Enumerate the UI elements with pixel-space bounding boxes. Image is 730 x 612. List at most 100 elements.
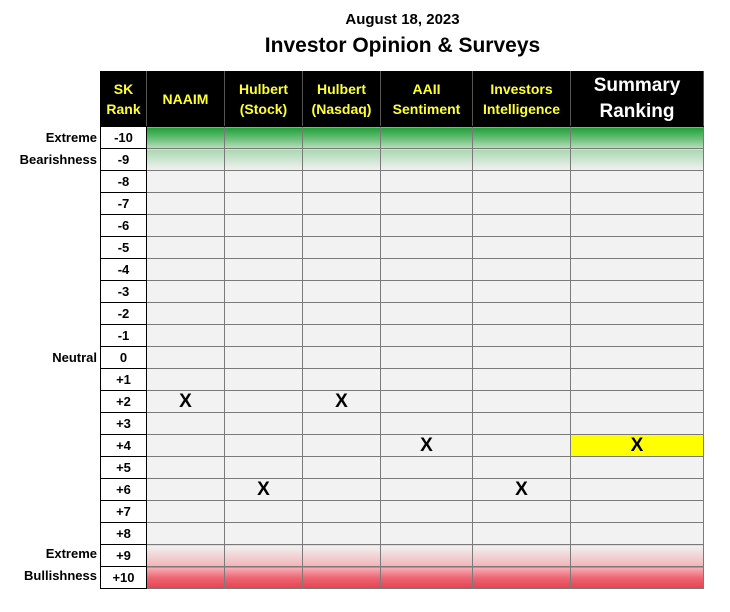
rank-label: -8	[101, 171, 147, 193]
rank-row: +8	[101, 523, 704, 545]
grid-cell	[381, 347, 473, 369]
grid-cell	[225, 347, 303, 369]
grid-cell	[571, 325, 704, 347]
rank-label: -1	[101, 325, 147, 347]
grid-cell	[571, 369, 704, 391]
grid-cell	[571, 523, 704, 545]
grid-cell	[571, 457, 704, 479]
rank-label: +10	[101, 567, 147, 589]
column-header-line2: Rank	[106, 101, 140, 117]
rank-label: +7	[101, 501, 147, 523]
grid-cell	[473, 303, 571, 325]
grid-cell	[303, 501, 381, 523]
grid-cell	[571, 479, 704, 501]
grid-cell	[225, 523, 303, 545]
grid-cell	[147, 347, 225, 369]
rank-row: +2 X X	[101, 391, 704, 413]
neutral-label: Neutral	[0, 347, 97, 369]
grid-cell	[381, 281, 473, 303]
rank-label: +4	[101, 435, 147, 457]
grid-cell	[473, 325, 571, 347]
column-header-line1: Investors	[490, 81, 552, 97]
grid-cell	[225, 457, 303, 479]
extreme-bearishness-label-2: Bearishness	[0, 149, 97, 171]
rank-label: -6	[101, 215, 147, 237]
rank-label: -9	[101, 149, 147, 171]
extreme-bullishness-label-1: Extreme	[0, 543, 97, 565]
grid-cell	[473, 413, 571, 435]
grid-cell	[147, 149, 225, 171]
grid-cell	[473, 457, 571, 479]
position-marker: X	[225, 479, 303, 501]
grid-body: -10 -9 -8 -7 -6 -5 -4 -3 -2 -1 0 +1 +2 X X +3 +4 X X +5 +6 X X…	[101, 127, 704, 589]
grid-cell	[225, 325, 303, 347]
rank-row: -5	[101, 237, 704, 259]
grid-cell	[225, 193, 303, 215]
header-row: SK Rank NAAIM Hulbert (Stock) Hulbert (Nasdaq)…	[101, 72, 704, 127]
grid-cell	[147, 501, 225, 523]
grid-cell	[571, 193, 704, 215]
grid-cell	[303, 215, 381, 237]
grid-cell	[381, 391, 473, 413]
grid-cell	[225, 567, 303, 589]
grid-cell	[571, 127, 704, 149]
grid-cell	[381, 545, 473, 567]
grid-cell	[147, 127, 225, 149]
grid-cell	[303, 413, 381, 435]
grid-cell	[571, 259, 704, 281]
grid-cell	[147, 193, 225, 215]
rank-row: -9	[101, 149, 704, 171]
grid-cell	[303, 347, 381, 369]
grid-cell	[381, 215, 473, 237]
grid-cell	[303, 479, 381, 501]
rank-label: +9	[101, 545, 147, 567]
grid-cell	[225, 501, 303, 523]
grid-cell	[303, 303, 381, 325]
grid-cell	[473, 567, 571, 589]
grid-cell	[147, 325, 225, 347]
grid-cell	[147, 303, 225, 325]
grid-cell	[473, 501, 571, 523]
rank-label: +6	[101, 479, 147, 501]
column-header-hulbert-stock: Hulbert (Stock)	[225, 72, 303, 127]
column-header-naaim: NAAIM	[147, 72, 225, 127]
chart-title: Investor Opinion & Surveys	[0, 34, 730, 58]
rank-row: -2	[101, 303, 704, 325]
column-header-line2: Sentiment	[393, 101, 461, 117]
grid-cell	[473, 523, 571, 545]
grid-cell	[571, 545, 704, 567]
grid-cell	[571, 215, 704, 237]
grid-cell	[571, 413, 704, 435]
column-header-line2: (Stock)	[240, 101, 287, 117]
grid-cell	[571, 347, 704, 369]
grid-cell	[225, 259, 303, 281]
grid-cell	[381, 193, 473, 215]
grid-cell	[473, 237, 571, 259]
grid-cell	[147, 567, 225, 589]
grid-cell	[147, 435, 225, 457]
grid-cell	[571, 391, 704, 413]
column-header-summary-ranking: Summary Ranking	[571, 72, 704, 127]
extreme-bearishness-label-1: Extreme	[0, 127, 97, 149]
column-header-line2: Intelligence	[483, 101, 560, 117]
grid-cell	[147, 259, 225, 281]
rank-row: +5	[101, 457, 704, 479]
grid-cell	[571, 303, 704, 325]
grid-cell	[381, 325, 473, 347]
rank-row: +1	[101, 369, 704, 391]
grid-cell	[571, 281, 704, 303]
grid-cell	[225, 545, 303, 567]
grid-cell	[571, 171, 704, 193]
rank-row: +3	[101, 413, 704, 435]
grid-cell	[303, 457, 381, 479]
rank-label: +8	[101, 523, 147, 545]
rank-row: -3	[101, 281, 704, 303]
grid-cell	[473, 193, 571, 215]
rank-row: +4 X X	[101, 435, 704, 457]
grid-cell	[381, 369, 473, 391]
rank-label: 0	[101, 347, 147, 369]
grid-cell	[303, 435, 381, 457]
rank-label: -7	[101, 193, 147, 215]
extreme-bullishness-label-2: Bullishness	[0, 565, 97, 587]
grid-cell	[473, 281, 571, 303]
